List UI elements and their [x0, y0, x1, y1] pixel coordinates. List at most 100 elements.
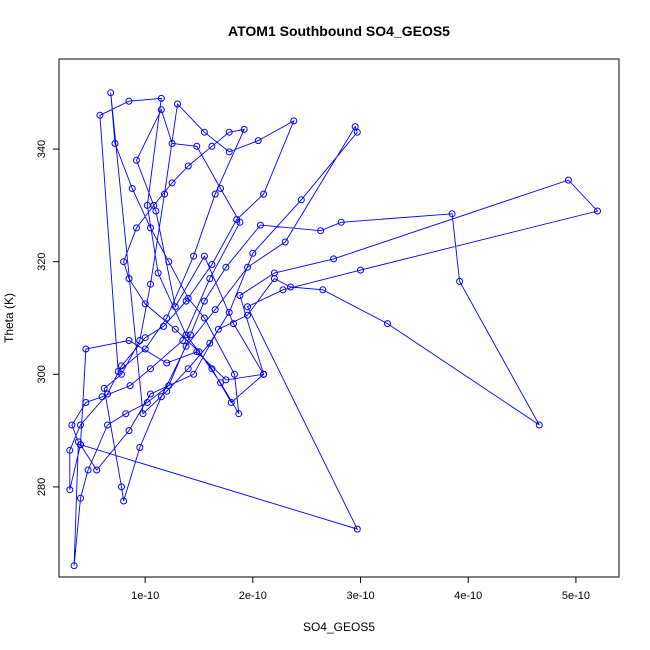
data-point — [193, 142, 201, 150]
data-point — [193, 348, 201, 356]
data-point — [133, 156, 140, 164]
y-axis-label: Theta (K) — [2, 293, 16, 343]
y-tick-label: 280 — [36, 478, 48, 496]
x-tick-label: 4e-10 — [454, 590, 482, 602]
data-point — [171, 303, 179, 311]
data-point — [147, 390, 154, 398]
data-point — [211, 190, 219, 198]
data-point — [98, 393, 106, 401]
data-point — [96, 111, 104, 119]
data-point — [244, 263, 251, 271]
data-point — [93, 466, 101, 474]
data-point — [200, 297, 208, 305]
data-point — [168, 140, 176, 147]
y-axis: 280 300 320 340 — [36, 140, 59, 496]
data-point — [190, 370, 198, 378]
y-tick-label: 340 — [36, 140, 48, 158]
data-point — [337, 218, 345, 226]
data-point — [100, 384, 108, 392]
data-point — [535, 421, 543, 429]
series-layer — [66, 89, 601, 570]
data-point — [260, 370, 268, 378]
data-point — [230, 320, 237, 328]
data-point — [128, 185, 136, 192]
data-point — [244, 303, 251, 311]
data-point — [217, 185, 224, 192]
x-axis: 1e-10 2e-10 3e-10 4e-10 5e-10 — [131, 577, 590, 602]
data-point — [384, 320, 391, 328]
data-point — [200, 314, 208, 322]
data-point — [244, 311, 251, 319]
data-point — [225, 148, 233, 156]
data-point — [143, 201, 151, 209]
data-point — [147, 365, 154, 373]
data-point — [157, 393, 165, 401]
data-point — [254, 137, 262, 145]
data-point — [353, 525, 361, 533]
data-point — [171, 325, 179, 333]
data-point — [143, 399, 151, 406]
data-point — [133, 224, 140, 232]
data-point — [290, 117, 298, 125]
data-point — [217, 379, 224, 387]
data-point — [139, 410, 147, 418]
data-point — [211, 306, 219, 314]
data-point — [157, 94, 165, 102]
data-point — [77, 494, 84, 502]
data-point — [104, 421, 111, 429]
data-point — [125, 275, 133, 283]
x-tick-label: 1e-10 — [131, 590, 159, 602]
data-point — [208, 142, 216, 150]
data-point — [141, 334, 149, 342]
data-point — [256, 221, 264, 229]
data-point — [154, 269, 162, 277]
data-point — [77, 421, 84, 429]
data-point — [200, 128, 208, 136]
data-point — [157, 106, 165, 114]
data-point — [163, 387, 171, 395]
data-point — [82, 345, 90, 353]
data-point — [208, 365, 216, 373]
data-point — [206, 339, 214, 347]
data-point — [66, 446, 74, 454]
chart-title: ATOM1 Southbound SO4_GEOS5 — [228, 23, 450, 39]
data-point — [122, 410, 130, 418]
data-point — [564, 176, 572, 184]
data-point — [208, 261, 216, 268]
data-point — [270, 269, 278, 277]
data-point — [111, 140, 119, 147]
data-point — [141, 300, 149, 308]
data-point — [249, 249, 257, 257]
data-point — [236, 292, 244, 299]
data-point — [174, 100, 181, 108]
data-point — [214, 325, 222, 333]
data-point — [319, 286, 327, 294]
data-point — [136, 444, 144, 451]
data-point — [330, 255, 338, 263]
data-point — [141, 345, 149, 353]
data-point — [163, 359, 171, 367]
data-point — [104, 390, 111, 398]
y-tick-label: 300 — [36, 365, 48, 383]
data-point — [357, 266, 364, 274]
data-point — [184, 294, 192, 302]
data-point — [70, 562, 78, 570]
data-point — [82, 399, 90, 406]
data-point — [227, 399, 235, 406]
data-point — [279, 286, 287, 294]
data-point — [184, 162, 192, 170]
data-point — [225, 308, 233, 316]
data-point — [161, 190, 168, 198]
data-point — [120, 497, 128, 505]
data-point — [200, 252, 208, 260]
y-tick-label: 320 — [36, 253, 48, 271]
data-point — [147, 224, 154, 232]
data-point — [186, 331, 194, 339]
data-point — [125, 337, 133, 344]
series-line — [69, 92, 599, 566]
data-point — [287, 283, 294, 291]
data-point — [182, 342, 190, 350]
data-point — [168, 179, 176, 187]
data-point — [179, 337, 187, 344]
